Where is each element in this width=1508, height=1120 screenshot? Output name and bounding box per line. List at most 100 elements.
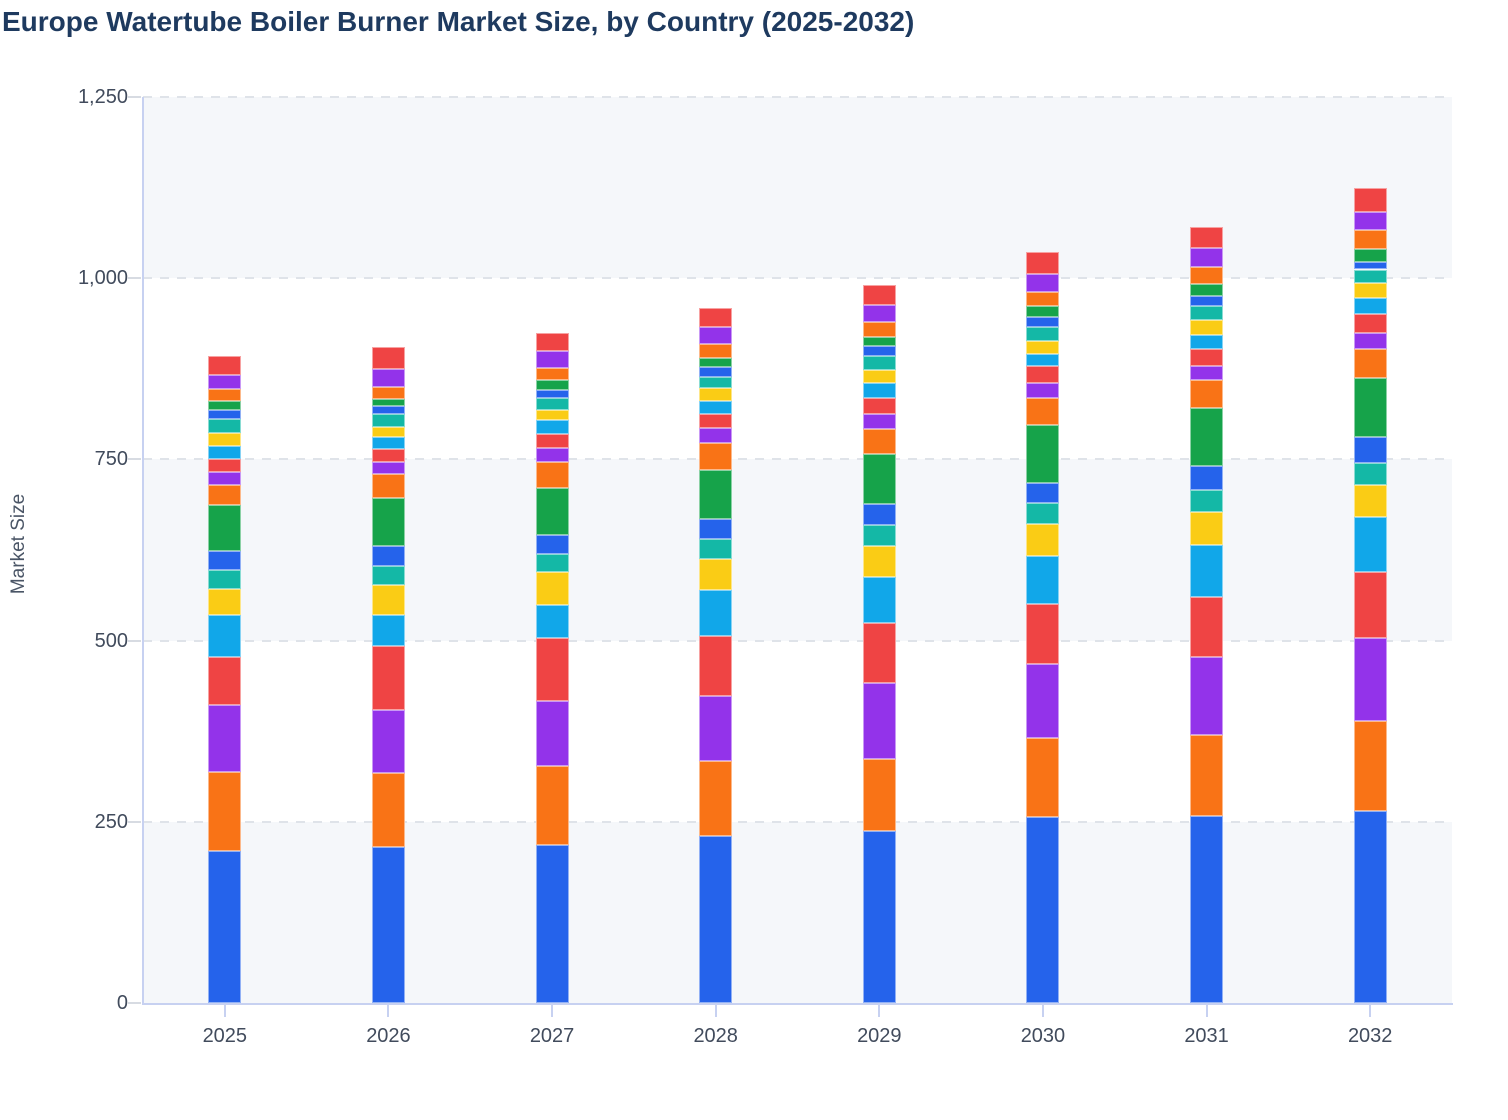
bar-segment-2028-series-11[interactable]: [699, 428, 732, 444]
bar-segment-2028-series-08[interactable]: [699, 518, 732, 540]
bar-segment-2026-series-18[interactable]: [372, 386, 405, 400]
bar-segment-2026-series-08[interactable]: [372, 545, 405, 566]
bar-segment-2027-series-12[interactable]: [536, 434, 569, 448]
bar-segment-2026-series-03[interactable]: [372, 710, 405, 774]
bar-segment-2026-series-13[interactable]: [372, 436, 405, 450]
bar-segment-2028-series-15[interactable]: [699, 377, 732, 389]
bar-segment-2025-series-08[interactable]: [208, 550, 241, 570]
bar-segment-2029-series-18[interactable]: [863, 322, 896, 337]
bar-segment-2027-series-04[interactable]: [536, 637, 569, 702]
bar-segment-2028-series-10[interactable]: [699, 443, 732, 470]
bar-segment-2025-series-20[interactable]: [208, 356, 241, 375]
bar-segment-2031-series-16[interactable]: [1190, 296, 1223, 306]
bar-segment-2030-series-04[interactable]: [1026, 603, 1059, 664]
bar-segment-2030-series-12[interactable]: [1026, 365, 1059, 383]
bar-segment-2026-series-19[interactable]: [372, 368, 405, 387]
bar-segment-2031-series-07[interactable]: [1190, 489, 1223, 513]
bar-segment-2027-series-06[interactable]: [536, 572, 569, 606]
bar-segment-2026-series-12[interactable]: [372, 449, 405, 462]
bar-segment-2027-series-19[interactable]: [536, 351, 569, 369]
bar-segment-2028-series-07[interactable]: [699, 539, 732, 560]
bar-segment-2025-series-01[interactable]: [208, 850, 241, 1003]
bar-segment-2029-series-02[interactable]: [863, 758, 896, 832]
bar-segment-2025-series-10[interactable]: [208, 484, 241, 506]
bar-segment-2028-series-01[interactable]: [699, 835, 732, 1003]
bar-segment-2031-series-13[interactable]: [1190, 334, 1223, 350]
bar-segment-2031-series-04[interactable]: [1190, 597, 1223, 657]
bar-segment-2031-series-02[interactable]: [1190, 734, 1223, 816]
bar-segment-2025-series-19[interactable]: [208, 374, 241, 390]
bar-segment-2028-series-14[interactable]: [699, 388, 732, 401]
bar-segment-2031-series-14[interactable]: [1190, 320, 1223, 335]
bar-segment-2029-series-17[interactable]: [863, 336, 896, 347]
bar-segment-2028-series-17[interactable]: [699, 357, 732, 368]
bar-segment-2027-series-03[interactable]: [536, 701, 569, 766]
bar-segment-2027-series-05[interactable]: [536, 605, 569, 638]
bar-segment-2029-series-05[interactable]: [863, 576, 896, 624]
bar-segment-2029-series-14[interactable]: [863, 370, 896, 384]
bar-segment-2025-series-17[interactable]: [208, 401, 241, 411]
bar-segment-2032-series-02[interactable]: [1354, 721, 1387, 811]
bar-segment-2025-series-06[interactable]: [208, 589, 241, 616]
bar-segment-2027-series-13[interactable]: [536, 420, 569, 435]
bar-segment-2028-series-19[interactable]: [699, 327, 732, 345]
bar-segment-2025-series-07[interactable]: [208, 569, 241, 590]
bar-segment-2027-series-08[interactable]: [536, 534, 569, 554]
bar-segment-2030-series-08[interactable]: [1026, 482, 1059, 503]
bar-segment-2032-series-18[interactable]: [1354, 230, 1387, 250]
bar-segment-2028-series-12[interactable]: [699, 414, 732, 429]
bar-segment-2026-series-20[interactable]: [372, 347, 405, 369]
bar-segment-2028-series-13[interactable]: [699, 400, 732, 415]
bar-segment-2028-series-18[interactable]: [699, 344, 732, 358]
bar-segment-2029-series-07[interactable]: [863, 524, 896, 546]
bar-segment-2025-series-02[interactable]: [208, 771, 241, 851]
bar-segment-2028-series-04[interactable]: [699, 635, 732, 696]
bar-segment-2026-series-15[interactable]: [372, 414, 405, 427]
bar-segment-2031-series-20[interactable]: [1190, 226, 1223, 249]
bar-segment-2032-series-16[interactable]: [1354, 261, 1387, 270]
bar-segment-2031-series-17[interactable]: [1190, 283, 1223, 297]
bar-segment-2031-series-15[interactable]: [1190, 305, 1223, 321]
bar-segment-2031-series-19[interactable]: [1190, 248, 1223, 268]
bar-segment-2025-series-15[interactable]: [208, 418, 241, 434]
bar-segment-2030-series-15[interactable]: [1026, 326, 1059, 342]
bar-segment-2030-series-18[interactable]: [1026, 291, 1059, 307]
bar-segment-2029-series-11[interactable]: [863, 414, 896, 429]
bar-segment-2031-series-12[interactable]: [1190, 349, 1223, 366]
bar-segment-2028-series-03[interactable]: [699, 695, 732, 761]
bar-segment-2029-series-15[interactable]: [863, 355, 896, 371]
bar-segment-2029-series-04[interactable]: [863, 623, 896, 684]
bar-segment-2028-series-16[interactable]: [699, 367, 732, 378]
bar-segment-2030-series-13[interactable]: [1026, 353, 1059, 366]
bar-segment-2027-series-07[interactable]: [536, 553, 569, 573]
bar-segment-2025-series-09[interactable]: [208, 505, 241, 551]
bar-segment-2026-series-14[interactable]: [372, 426, 405, 437]
bar-segment-2026-series-16[interactable]: [372, 406, 405, 415]
bar-segment-2032-series-10[interactable]: [1354, 349, 1387, 379]
bar-segment-2030-series-10[interactable]: [1026, 397, 1059, 426]
bar-segment-2026-series-04[interactable]: [372, 645, 405, 711]
bar-segment-2030-series-16[interactable]: [1026, 317, 1059, 327]
bar-segment-2032-series-01[interactable]: [1354, 810, 1387, 1003]
bar-segment-2031-series-01[interactable]: [1190, 816, 1223, 1003]
bar-segment-2025-series-03[interactable]: [208, 705, 241, 772]
bar-segment-2026-series-05[interactable]: [372, 615, 405, 646]
bar-segment-2026-series-02[interactable]: [372, 773, 405, 848]
bar-segment-2032-series-03[interactable]: [1354, 637, 1387, 722]
bar-segment-2030-series-17[interactable]: [1026, 306, 1059, 318]
bar-segment-2030-series-14[interactable]: [1026, 341, 1059, 354]
bar-segment-2026-series-11[interactable]: [372, 461, 405, 474]
bar-segment-2027-series-11[interactable]: [536, 447, 569, 463]
bar-segment-2029-series-16[interactable]: [863, 346, 896, 356]
bar-segment-2030-series-11[interactable]: [1026, 382, 1059, 398]
bar-segment-2032-series-07[interactable]: [1354, 463, 1387, 485]
bar-segment-2026-series-09[interactable]: [372, 497, 405, 546]
bar-segment-2029-series-13[interactable]: [863, 383, 896, 398]
bar-segment-2028-series-09[interactable]: [699, 469, 732, 519]
bar-segment-2029-series-10[interactable]: [863, 428, 896, 454]
bar-segment-2031-series-11[interactable]: [1190, 365, 1223, 381]
bar-segment-2026-series-10[interactable]: [372, 473, 405, 498]
bar-segment-2031-series-18[interactable]: [1190, 267, 1223, 284]
bar-segment-2025-series-11[interactable]: [208, 471, 241, 485]
bar-segment-2030-series-09[interactable]: [1026, 425, 1059, 483]
